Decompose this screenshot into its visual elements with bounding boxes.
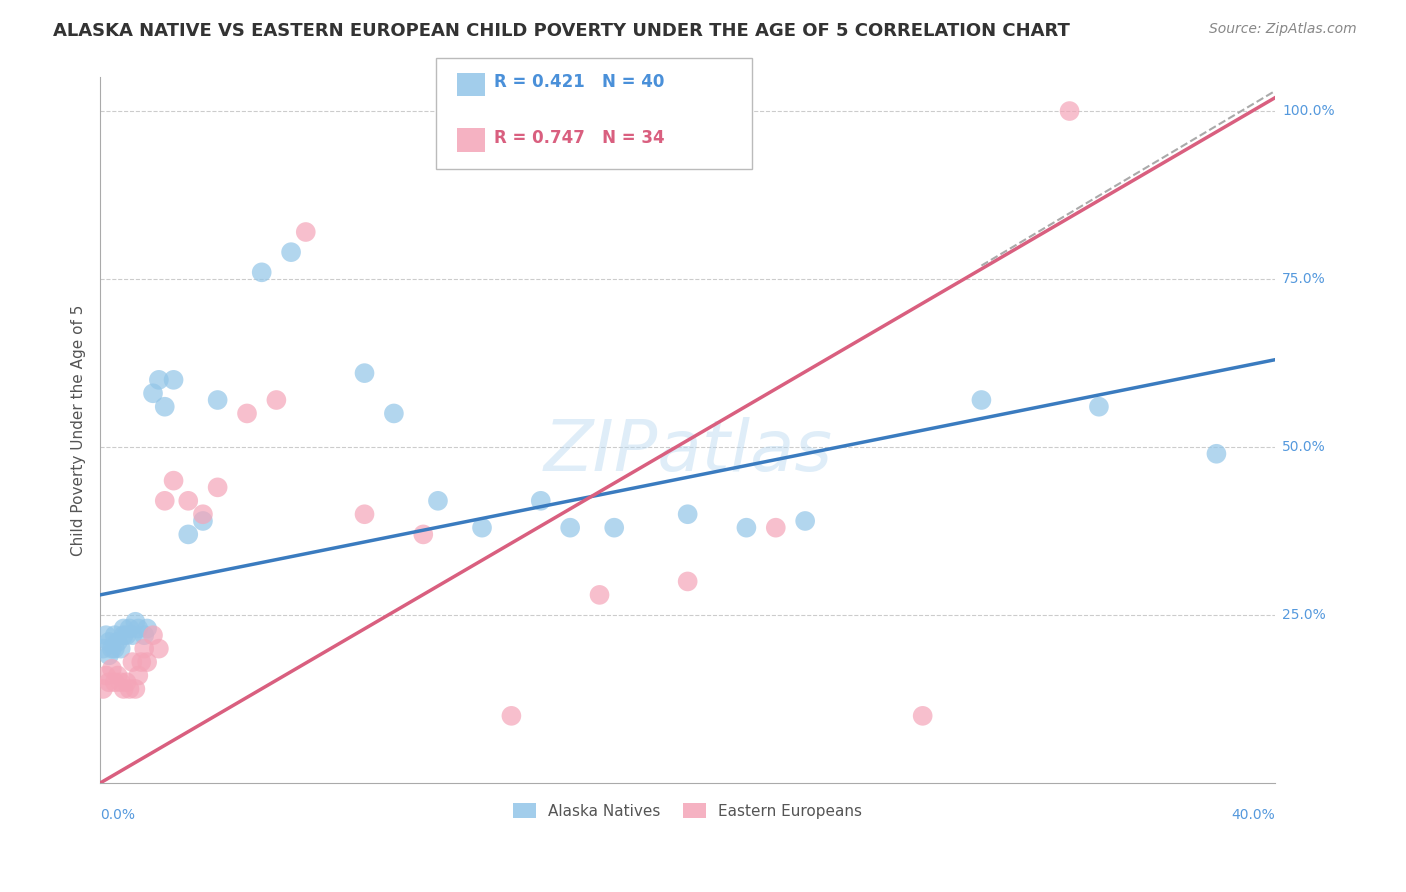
Point: [588, 588, 610, 602]
Point: [177, 493, 200, 508]
Point: [107, 635, 129, 649]
Point: [560, 521, 582, 535]
Point: [676, 574, 699, 589]
Point: [136, 655, 159, 669]
Point: [207, 480, 229, 494]
Point: [426, 493, 449, 508]
Point: [191, 514, 214, 528]
Point: [471, 521, 494, 535]
Point: [101, 662, 124, 676]
Point: [676, 508, 699, 522]
Point: [136, 622, 159, 636]
Point: [153, 493, 176, 508]
Point: [353, 366, 375, 380]
Point: [153, 400, 176, 414]
Point: [412, 527, 434, 541]
Point: [142, 628, 165, 642]
Point: [121, 628, 143, 642]
Point: [115, 675, 138, 690]
Point: [970, 392, 993, 407]
Point: [97, 635, 120, 649]
Point: [911, 709, 934, 723]
Text: 40.0%: 40.0%: [1232, 808, 1275, 822]
Point: [112, 681, 135, 696]
Point: [121, 655, 143, 669]
Text: 50.0%: 50.0%: [1282, 440, 1326, 454]
Point: [735, 521, 758, 535]
Point: [266, 392, 288, 407]
Point: [94, 668, 117, 682]
Point: [94, 628, 117, 642]
Point: [129, 655, 152, 669]
Point: [112, 622, 135, 636]
Point: [104, 675, 127, 690]
Point: [97, 675, 120, 690]
Point: [207, 392, 229, 407]
Text: 75.0%: 75.0%: [1282, 272, 1326, 286]
Point: [1088, 400, 1111, 414]
Point: [91, 681, 114, 696]
Point: [148, 373, 170, 387]
Point: [118, 622, 141, 636]
Point: [603, 521, 626, 535]
Point: [294, 225, 316, 239]
Text: 0.0%: 0.0%: [100, 808, 135, 822]
Text: ZIPatlas: ZIPatlas: [543, 417, 832, 486]
Text: ALASKA NATIVE VS EASTERN EUROPEAN CHILD POVERTY UNDER THE AGE OF 5 CORRELATION C: ALASKA NATIVE VS EASTERN EUROPEAN CHILD …: [53, 22, 1070, 40]
Point: [501, 709, 523, 723]
Point: [177, 527, 200, 541]
Point: [191, 508, 214, 522]
Point: [794, 514, 817, 528]
Point: [104, 628, 127, 642]
Point: [91, 641, 114, 656]
Point: [127, 668, 149, 682]
Point: [236, 406, 259, 420]
Text: 100.0%: 100.0%: [1282, 104, 1334, 118]
Point: [134, 628, 156, 642]
Point: [127, 622, 149, 636]
Point: [110, 675, 132, 690]
Point: [112, 628, 135, 642]
Point: [124, 681, 146, 696]
Point: [97, 648, 120, 663]
Point: [353, 508, 375, 522]
Point: [115, 628, 138, 642]
Text: R = 0.747   N = 34: R = 0.747 N = 34: [494, 129, 664, 147]
Legend: Alaska Natives, Eastern Europeans: Alaska Natives, Eastern Europeans: [506, 797, 869, 825]
Point: [118, 681, 141, 696]
Point: [124, 615, 146, 629]
Text: Source: ZipAtlas.com: Source: ZipAtlas.com: [1209, 22, 1357, 37]
Point: [382, 406, 405, 420]
Point: [280, 245, 302, 260]
Point: [530, 493, 553, 508]
Point: [142, 386, 165, 401]
Point: [162, 474, 184, 488]
Text: R = 0.421   N = 40: R = 0.421 N = 40: [494, 73, 664, 91]
Point: [110, 641, 132, 656]
Point: [148, 641, 170, 656]
Point: [1059, 103, 1081, 118]
Point: [250, 265, 273, 279]
Point: [162, 373, 184, 387]
Point: [101, 641, 124, 656]
Y-axis label: Child Poverty Under the Age of 5: Child Poverty Under the Age of 5: [72, 304, 86, 556]
Point: [104, 641, 127, 656]
Text: 25.0%: 25.0%: [1282, 608, 1326, 622]
Point: [1205, 447, 1227, 461]
Point: [765, 521, 787, 535]
Point: [134, 641, 156, 656]
Point: [107, 668, 129, 682]
